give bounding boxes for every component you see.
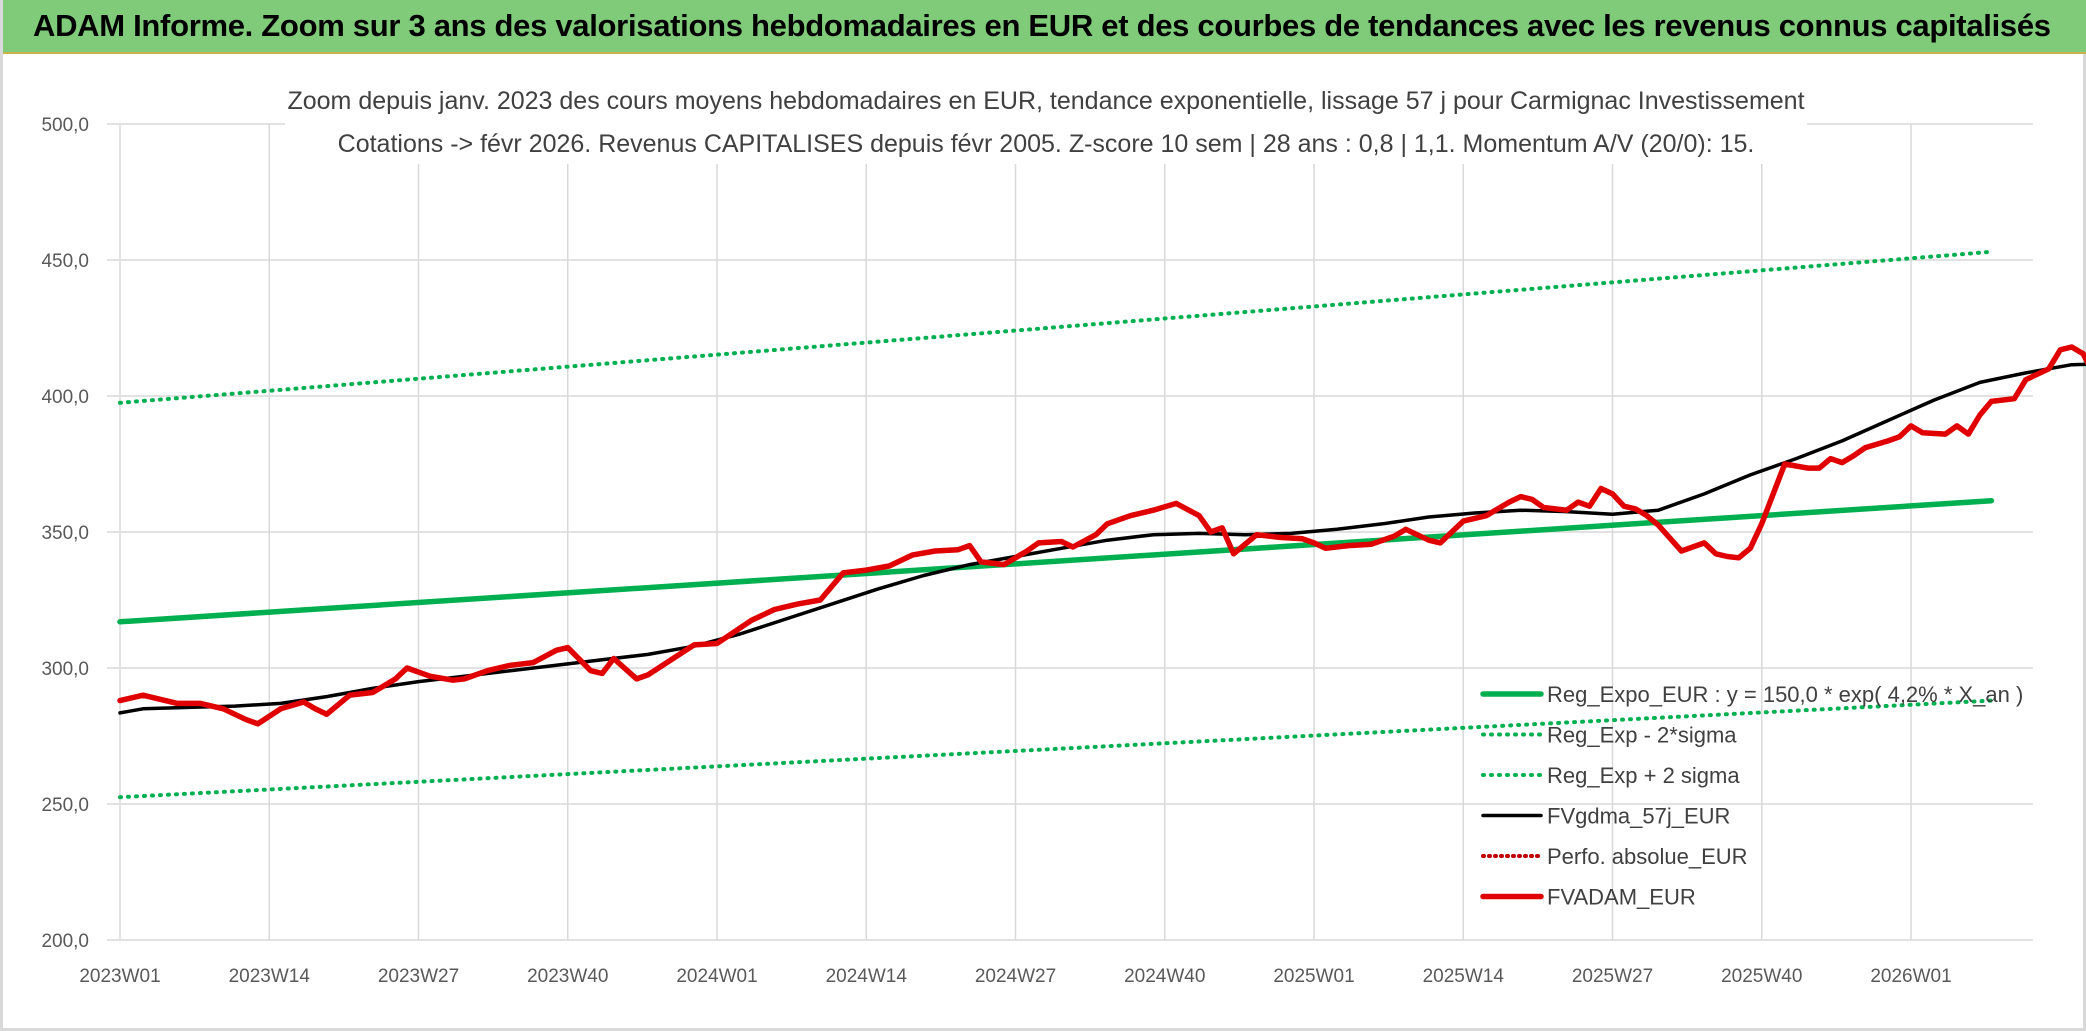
y-tick-label: 250,0 [41, 795, 89, 816]
x-tick-label: 2023W01 [79, 966, 160, 987]
x-tick-label: 2024W27 [975, 966, 1056, 987]
x-tick-label: 2026W01 [1870, 966, 1951, 987]
y-axis-ticks: 200,0 250,0 300,0 350,0 400,0 450,0 500,0 [41, 115, 89, 952]
legend-label: FVgdma_57j_EUR [1547, 804, 1730, 829]
x-tick-label: 2024W40 [1124, 966, 1205, 987]
header-banner: ADAM Informe. Zoom sur 3 ans des valoris… [3, 0, 2086, 54]
legend-label: Reg_Exp + 2 sigma [1547, 763, 1740, 788]
x-tick-label: 2025W40 [1721, 966, 1802, 987]
x-tick-label: 2023W40 [527, 966, 608, 987]
x-tick-label: 2025W27 [1572, 966, 1653, 987]
legend-label: Reg_Exp - 2*sigma [1547, 723, 1737, 748]
report-title: ADAM Informe. Zoom sur 3 ans des valoris… [33, 8, 2051, 43]
series-line-5 [117, 344, 2086, 727]
legend-label: Perfo. absolue_EUR [1547, 844, 1748, 869]
chart-subtitle: Cotations -> févr 2026. Revenus CAPITALI… [338, 130, 1755, 158]
x-tick-label: 2025W14 [1423, 966, 1505, 987]
y-tick-label: 350,0 [41, 523, 89, 544]
y-tick-label: 200,0 [41, 931, 89, 952]
series-line-1 [118, 698, 1994, 800]
y-tick-label: 500,0 [41, 115, 89, 136]
x-tick-label: 2025W01 [1273, 966, 1354, 987]
series-line-3 [118, 362, 2086, 715]
series-layer [117, 249, 2086, 800]
x-tick-label: 2024W14 [826, 966, 908, 987]
series-line-2 [118, 249, 1994, 405]
title-background [285, 82, 1807, 164]
x-tick-label: 2024W01 [676, 966, 757, 987]
y-tick-label: 300,0 [41, 659, 89, 680]
grid [107, 123, 2033, 941]
chart: Zoom depuis janv. 2023 des cours moyens … [41, 82, 2086, 987]
y-tick-label: 400,0 [41, 387, 89, 408]
x-axis-ticks: 2023W01 2023W14 2023W27 2023W40 2024W01 2024W… [79, 966, 1951, 987]
chart-title: Zoom depuis janv. 2023 des cours moyens … [287, 87, 1804, 115]
legend-label: Reg_Expo_EUR : y = 150,0 * exp( 4,2% * X… [1547, 682, 2023, 707]
legend: Reg_Expo_EUR : y = 150,0 * exp( 4,2% * X… [1480, 682, 2023, 910]
x-tick-label: 2023W14 [229, 966, 311, 987]
y-tick-label: 450,0 [41, 251, 89, 272]
legend-label: FVADAM_EUR [1547, 885, 1696, 910]
x-tick-label: 2023W27 [378, 966, 459, 987]
series-line-0 [117, 497, 1995, 625]
